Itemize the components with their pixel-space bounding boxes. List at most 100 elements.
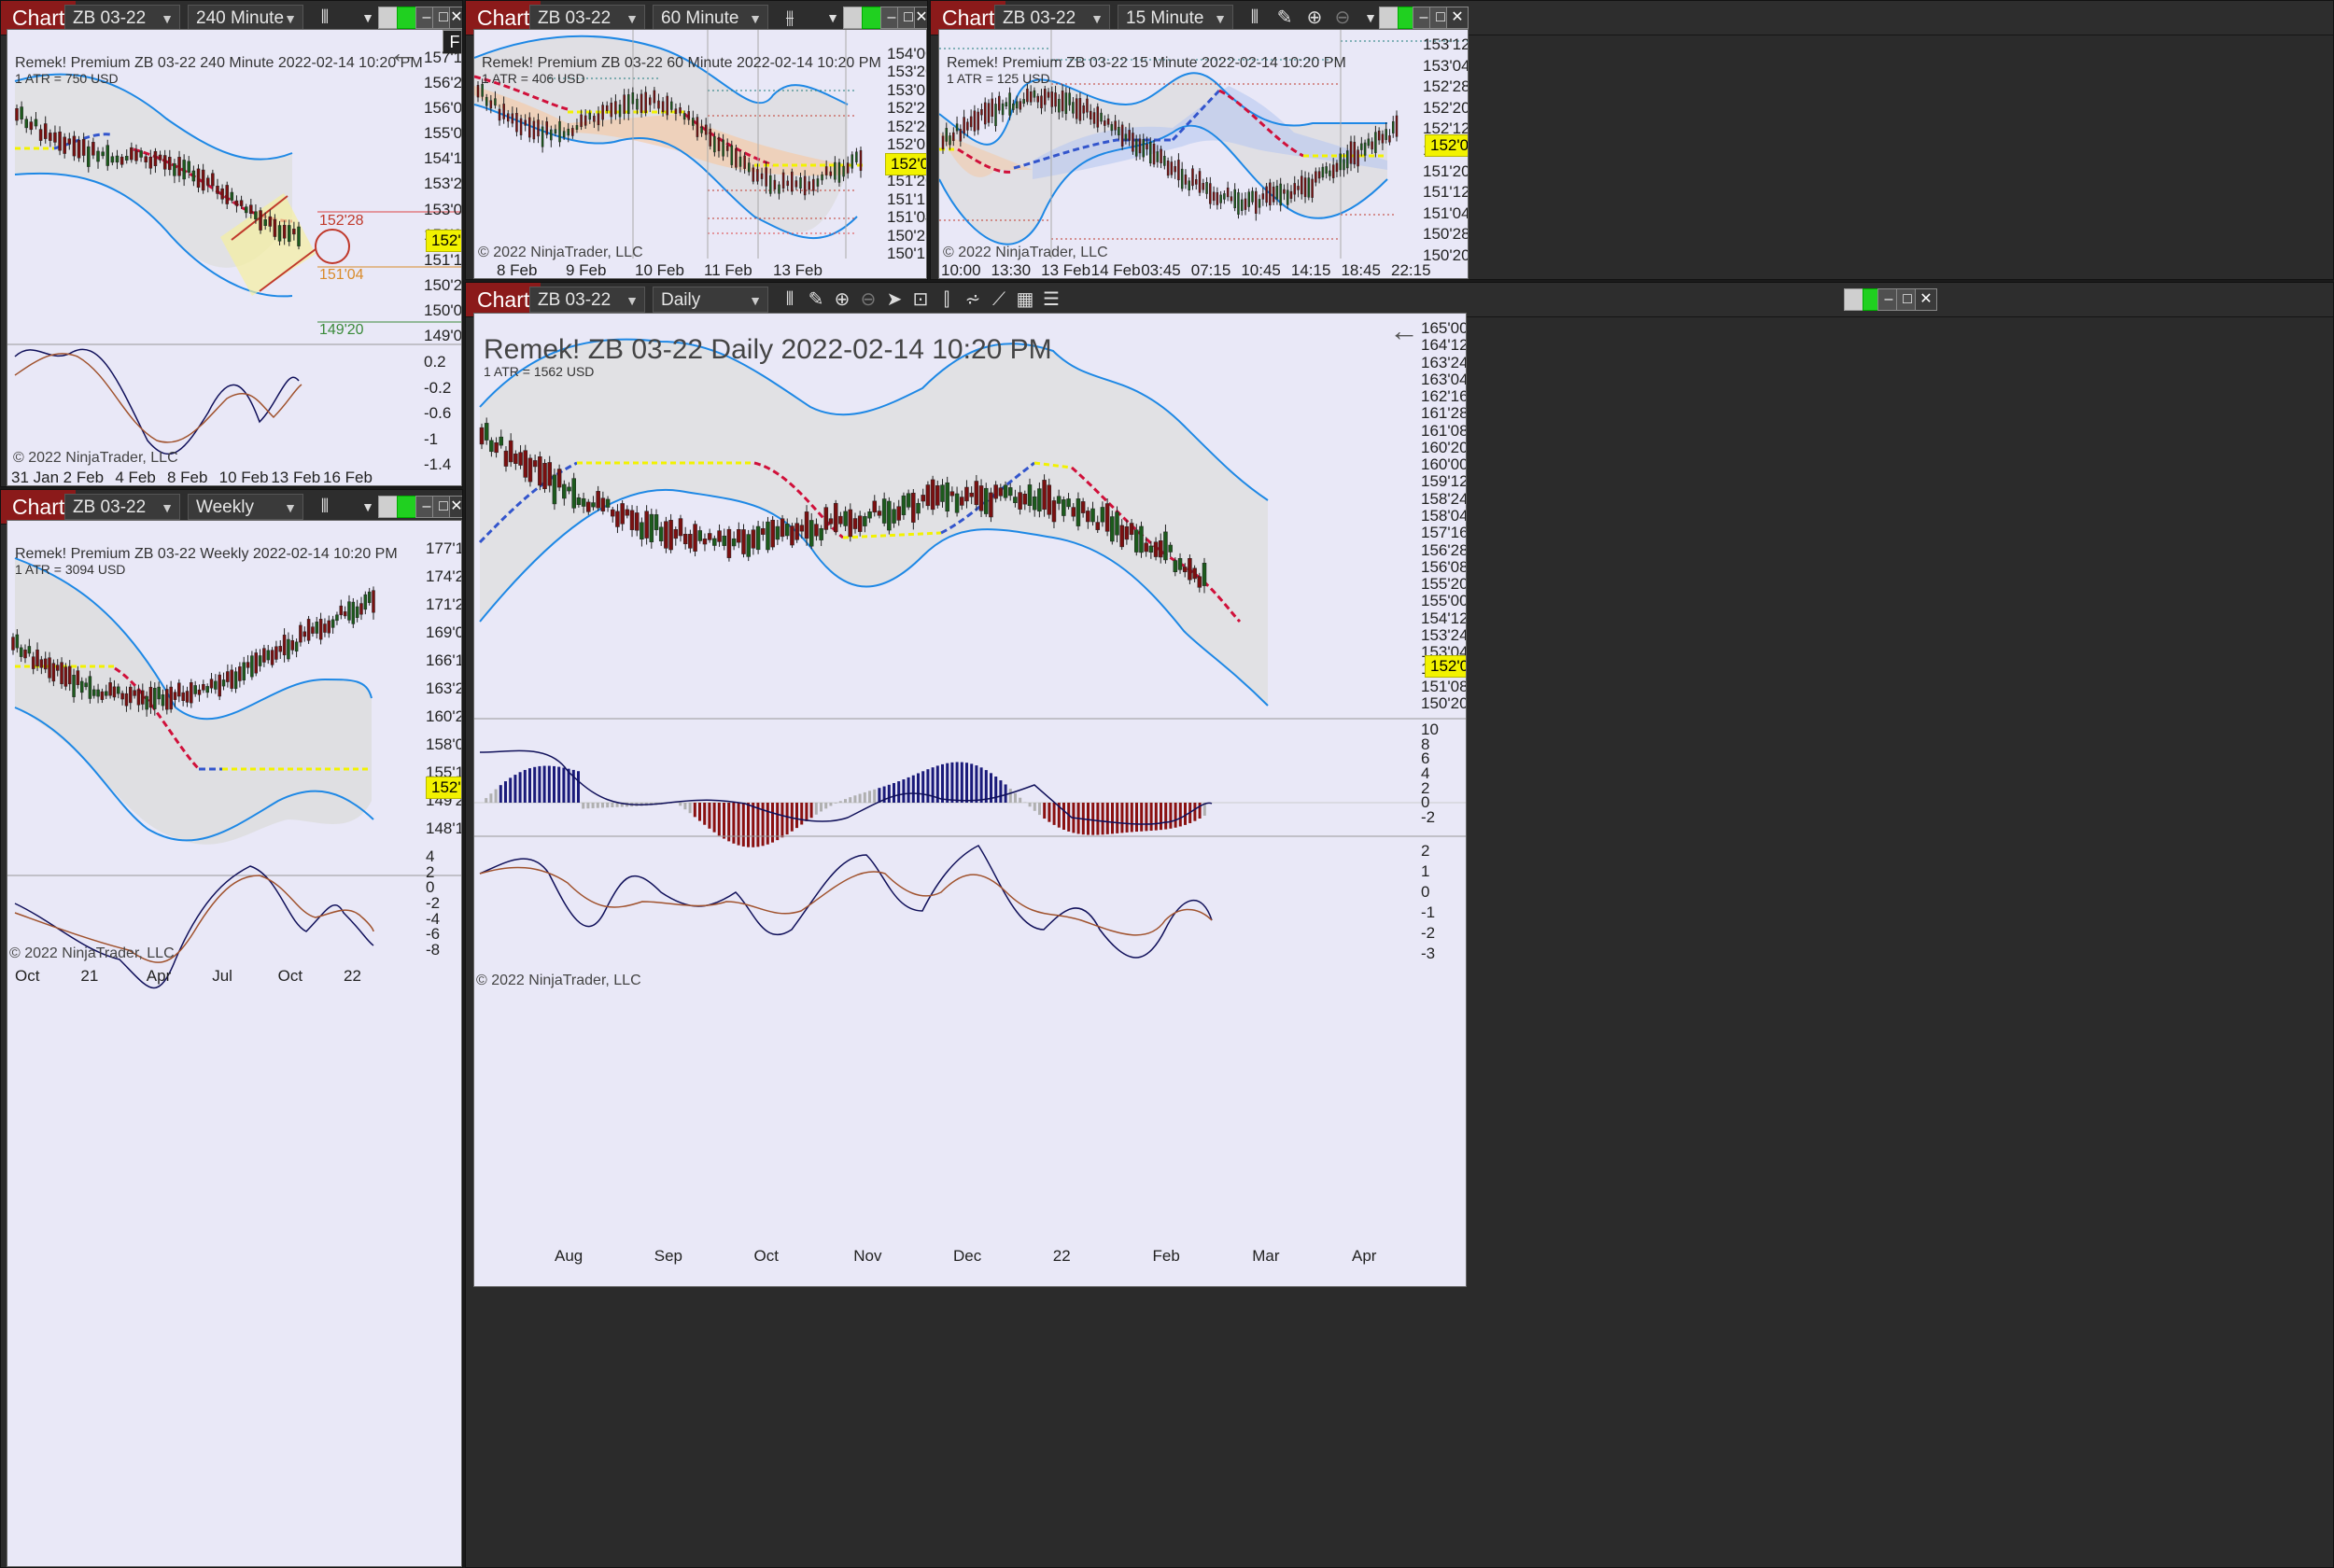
back-arrow-icon[interactable]: ← (388, 35, 418, 69)
instrument-value: ZB 03-22 (73, 497, 147, 517)
interval-value: Weekly (196, 497, 254, 517)
bar-chart-icon[interactable]: ⫴ (1250, 7, 1259, 28)
price-panel[interactable]: Remek! ZB 03-22 Daily 2022-02-14 10:20 P… (473, 313, 1467, 1287)
histogram-bar (485, 798, 488, 803)
close-button[interactable]: ✕ (1915, 288, 1937, 311)
interval-selector[interactable]: Weekly ▼ (188, 494, 303, 520)
candle-body (1018, 492, 1022, 510)
x-tick-label: Apr (146, 967, 172, 985)
candle-body (640, 522, 644, 539)
y-tick-label: 174'20 (426, 567, 461, 585)
candle-body (263, 219, 267, 226)
candle-body (1082, 105, 1085, 114)
bar-chart-icon[interactable]: ⫵ (785, 7, 794, 28)
zoom-in-icon[interactable]: ⊕ (1306, 7, 1323, 28)
candle-body (674, 108, 678, 114)
interval-selector[interactable]: Daily ▼ (653, 287, 768, 313)
candle-body (372, 590, 375, 613)
candle-body (751, 529, 756, 549)
candle-body (586, 501, 591, 512)
pencil-icon[interactable]: ✎ (808, 289, 824, 310)
data-box-icon[interactable]: ⊡ (912, 289, 929, 310)
candle-body (250, 655, 254, 678)
candle-body (1363, 142, 1367, 156)
candlesticks-60 (476, 78, 863, 201)
interval-value: Daily (661, 290, 701, 310)
bar-chart-icon[interactable]: ⫴ (320, 7, 330, 28)
candle-body (343, 611, 347, 617)
y-tick-label: -1.4 (424, 455, 452, 473)
close-button[interactable]: ✕ (449, 7, 462, 29)
properties-icon[interactable]: ⫿ (943, 289, 950, 310)
chevron-down-icon[interactable]: ▼ (826, 10, 839, 25)
strategies-icon[interactable]: ⟋ (992, 289, 1005, 310)
candle-body (1061, 91, 1064, 112)
f-tag-badge[interactable]: F (443, 30, 461, 54)
chevron-down-icon[interactable]: ▼ (1364, 10, 1377, 25)
bar-chart-icon[interactable]: ⫴ (320, 497, 330, 517)
candle-body (1349, 141, 1353, 164)
instrument-selector[interactable]: ZB 03-22 ▼ (64, 494, 180, 520)
candle-body (731, 538, 737, 547)
chart-window-daily: Chart ZB 03-22 ▼ Daily ▼ ⫴ ✎ ⊕ ⊖ ➤ ⊡ ⫿ ⩫ ⟋… (465, 282, 2334, 1568)
candle-body (901, 495, 907, 515)
chart-style-icon[interactable]: ▦ (1016, 289, 1034, 310)
y-tick-label: 153'24 (424, 175, 462, 193)
zoom-in-icon[interactable]: ⊕ (834, 289, 851, 310)
pencil-icon[interactable]: ✎ (1276, 7, 1293, 28)
candle-body (277, 225, 282, 242)
zoom-out-icon[interactable]: ⊖ (1334, 7, 1351, 28)
candle-body (239, 200, 244, 206)
candle-body (581, 497, 586, 507)
candle-body (1100, 507, 1105, 523)
chevron-down-icon[interactable]: ▼ (361, 499, 374, 514)
close-button[interactable]: ✕ (449, 496, 462, 518)
interval-selector[interactable]: 15 Minute ▼ (1118, 5, 1233, 31)
candle-body (318, 619, 323, 640)
candle-body (881, 498, 887, 524)
price-panel[interactable]: Remek! Premium ZB 03-22 15 Minute 2022-0… (938, 29, 1469, 279)
zoom-out-icon[interactable]: ⊖ (860, 289, 877, 310)
bar-chart-icon[interactable]: ⫴ (785, 289, 794, 310)
price-panel[interactable]: Remek! Premium ZB 03-22 Weekly 2022-02-1… (7, 520, 462, 1567)
candle-body (1054, 92, 1057, 107)
indicators-icon[interactable]: ⩫ (964, 289, 981, 310)
y-tick-label: 165'00 (1421, 319, 1467, 337)
interval-selector[interactable]: 60 Minute ▼ (653, 5, 768, 31)
price-chart-svg (474, 338, 1466, 959)
histogram-bar (955, 762, 959, 803)
close-button[interactable]: ✕ (1446, 7, 1469, 29)
list-icon[interactable]: ☰ (1043, 289, 1060, 310)
close-button[interactable]: ✕ (914, 7, 927, 29)
candle-body (959, 129, 963, 142)
candle-body (72, 135, 77, 157)
instrument-selector[interactable]: ZB 03-22 ▼ (64, 5, 180, 31)
candle-body (165, 689, 169, 710)
histogram-bar (878, 788, 881, 803)
y-tick-label: 169'04 (426, 623, 461, 641)
candle-body (1195, 179, 1198, 185)
y-tick-label: 154'16 (424, 149, 462, 168)
instrument-selector[interactable]: ZB 03-22 ▼ (529, 5, 645, 31)
candle-body (766, 521, 770, 551)
candle-body (1086, 98, 1089, 113)
price-panel[interactable]: Remek! Premium ZB 03-22 60 Minute 2022-0… (473, 29, 927, 279)
y-tick-label: 156'00 (424, 99, 462, 118)
price-panel[interactable]: Remek! Premium ZB 03-22 240 Minute 2022-… (7, 29, 462, 486)
candle-body (775, 525, 780, 540)
histogram-bar (873, 789, 877, 803)
pointer-icon[interactable]: ➤ (886, 289, 903, 310)
back-arrow-icon[interactable]: ← (1389, 314, 1419, 347)
instrument-selector[interactable]: ZB 03-22 ▼ (994, 5, 1110, 31)
candle-body (51, 663, 56, 682)
chevron-down-icon[interactable]: ▼ (361, 10, 374, 25)
candle-body (709, 129, 712, 147)
interval-selector[interactable]: 240 Minute ▼ (188, 5, 303, 31)
candle-body (1062, 499, 1066, 516)
current-price-badge: 152'04 (885, 153, 926, 175)
candle-body (196, 168, 201, 189)
histogram-bar (950, 762, 954, 803)
candle-body (43, 658, 48, 670)
candle-body (288, 225, 291, 243)
instrument-selector[interactable]: ZB 03-22 ▼ (529, 287, 645, 313)
